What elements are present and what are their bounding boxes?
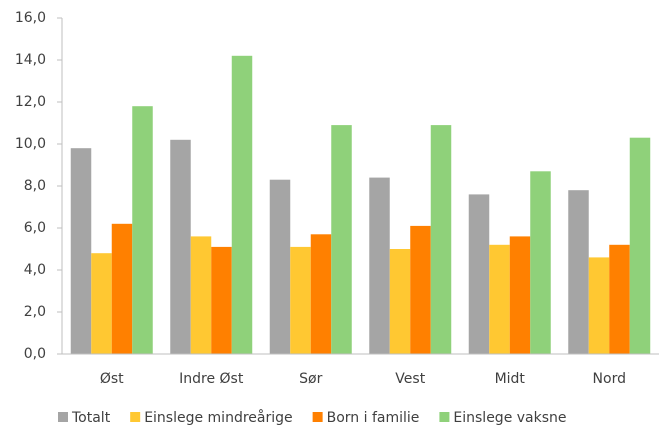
y-tick-label: 6,0	[24, 220, 46, 236]
legend-swatch	[58, 412, 68, 422]
y-tick-label: 2,0	[24, 304, 46, 320]
bar	[410, 225, 431, 354]
bar	[269, 179, 291, 354]
bar	[290, 246, 311, 354]
y-tick-label: 14,0	[15, 52, 46, 68]
bar	[91, 253, 112, 354]
x-tick-label: Nord	[593, 371, 626, 387]
bar	[468, 194, 490, 354]
bar	[310, 234, 332, 354]
x-tick-label: Indre Øst	[179, 371, 244, 387]
bar	[132, 106, 153, 354]
bar	[430, 125, 452, 354]
bar	[70, 148, 92, 354]
bar	[588, 257, 610, 354]
y-tick-label: 12,0	[15, 94, 46, 110]
x-tick-label: Øst	[100, 371, 124, 387]
bar	[489, 244, 510, 354]
y-tick-label: 8,0	[24, 178, 46, 194]
x-tick-label: Midt	[495, 371, 526, 387]
bar	[530, 171, 551, 354]
x-tick-label: Vest	[395, 371, 425, 387]
bar	[509, 236, 531, 354]
legend-label: Totalt	[71, 410, 111, 426]
legend-label: Einslege mindreårige	[144, 409, 292, 426]
legend-swatch	[439, 412, 450, 422]
y-tick-label: 10,0	[15, 136, 46, 152]
legend-swatch	[130, 412, 141, 422]
bar	[211, 246, 232, 354]
bar	[568, 190, 589, 354]
y-tick-label: 0,0	[24, 346, 46, 362]
legend-swatch	[312, 412, 323, 422]
bar	[369, 177, 390, 354]
y-tick-label: 4,0	[24, 262, 46, 278]
bar	[190, 236, 212, 354]
bar	[331, 125, 352, 354]
bar	[231, 55, 253, 355]
bar	[111, 223, 133, 354]
bar	[389, 249, 411, 354]
legend-label: Einslege vaksne	[453, 410, 566, 426]
bar	[629, 137, 651, 354]
legend-label: Born i familie	[327, 410, 420, 426]
bar	[609, 244, 630, 354]
y-tick-label: 16,0	[15, 10, 46, 26]
x-tick-label: Sør	[299, 371, 322, 387]
bar	[170, 139, 191, 354]
